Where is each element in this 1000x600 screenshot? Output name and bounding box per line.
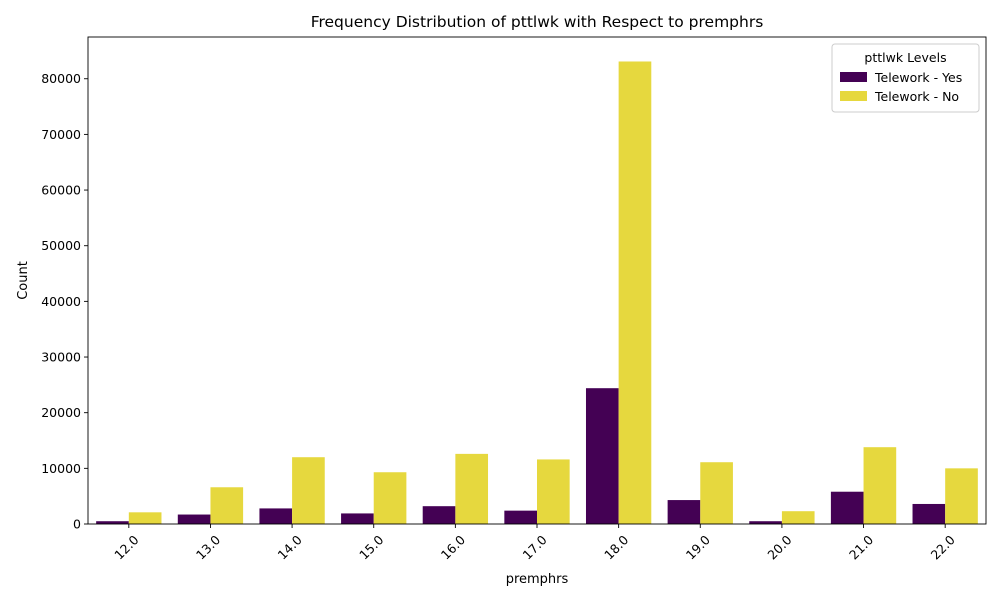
bar-telework-no-20-0	[781, 511, 815, 524]
bar-telework-yes-17-0	[504, 510, 537, 524]
bar-telework-yes-15-0	[341, 513, 374, 524]
bar-telework-no-18-0	[618, 61, 652, 525]
legend-label: Telework - No	[874, 89, 959, 104]
x-tick-label: 22.0	[928, 532, 958, 562]
bar-telework-yes-16-0	[422, 506, 456, 524]
legend-label: Telework - Yes	[874, 70, 962, 85]
bar-telework-yes-12-0	[96, 521, 129, 524]
bar-telework-no-21-0	[863, 447, 897, 524]
y-axis-label: Count	[16, 261, 31, 300]
x-tick-label: 21.0	[846, 532, 876, 562]
legend-swatch	[840, 72, 867, 82]
y-tick-label: 40000	[41, 294, 81, 309]
legend-box	[831, 43, 980, 113]
bar-telework-no-22-0	[945, 468, 978, 524]
bars-group	[96, 61, 978, 525]
bar-telework-no-15-0	[373, 472, 407, 524]
legend-swatch	[840, 91, 867, 101]
y-tick-label: 60000	[41, 183, 81, 198]
x-tick-label: 14.0	[275, 532, 305, 562]
bar-telework-no-19-0	[700, 462, 733, 524]
x-tick-label: 18.0	[601, 532, 631, 562]
bar-telework-no-13-0	[210, 487, 244, 524]
bar-telework-yes-22-0	[912, 503, 946, 524]
bar-telework-yes-20-0	[749, 521, 782, 524]
x-tick-label: 15.0	[356, 532, 386, 562]
chart-title: Frequency Distribution of pttlwk with Re…	[311, 13, 764, 31]
bar-telework-yes-14-0	[259, 508, 293, 524]
bar-telework-no-14-0	[292, 457, 325, 524]
x-axis-label: premphrs	[506, 572, 569, 587]
bar-telework-no-12-0	[128, 512, 162, 524]
y-tick-label: 30000	[41, 350, 81, 365]
x-tick-label: 20.0	[764, 532, 794, 562]
bar-telework-yes-18-0	[585, 388, 619, 524]
x-tick-label: 13.0	[193, 532, 223, 562]
y-tick-label: 10000	[41, 461, 81, 476]
x-tick-label: 19.0	[683, 532, 713, 562]
plot-frame	[87, 36, 987, 525]
y-tick-label: 0	[73, 517, 81, 532]
y-tick-label: 50000	[41, 238, 81, 253]
y-tick-label: 70000	[41, 127, 81, 142]
x-tick-label: 12.0	[111, 532, 141, 562]
legend-title: pttlwk Levels	[864, 50, 946, 65]
x-axis-ticks: 12.0 13.0 14.0 15.0 16.0 17.0 18.0 19.0 20.0 21.0…	[111, 524, 958, 562]
legend: pttlwk Levels Telework - Yes Telework - N…	[831, 43, 980, 113]
bar-telework-no-16-0	[455, 453, 489, 524]
y-tick-label: 20000	[41, 405, 81, 420]
x-tick-label: 16.0	[438, 532, 468, 562]
bar-telework-yes-13-0	[177, 514, 211, 524]
bar-telework-no-17-0	[537, 459, 570, 524]
y-axis-ticks: 0 10000 20000 30000 40000 50000 60000 70000 8000…	[41, 71, 88, 532]
x-tick-label: 17.0	[519, 532, 549, 562]
y-tick-label: 80000	[41, 71, 81, 86]
bar-telework-yes-21-0	[830, 491, 864, 524]
bar-telework-yes-19-0	[667, 500, 701, 524]
